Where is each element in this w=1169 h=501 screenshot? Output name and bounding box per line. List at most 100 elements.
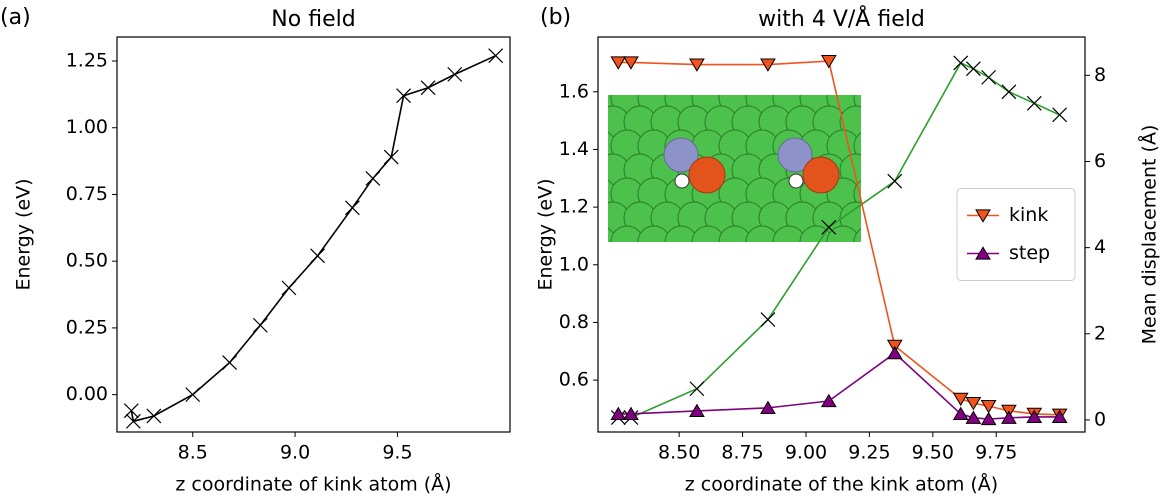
atom [867, 106, 899, 138]
marker [886, 345, 903, 360]
marker [125, 413, 141, 429]
atom [788, 173, 804, 189]
marker [887, 173, 903, 189]
y-tick-label: 1.25 [66, 50, 108, 72]
atom [745, 225, 779, 242]
legend-label: kink [1009, 204, 1048, 226]
legend-label: step [1009, 242, 1050, 264]
y-tick-label: 0.25 [66, 316, 108, 338]
marker [952, 392, 969, 407]
y-tick-label: 1.4 [559, 138, 589, 160]
marker [610, 406, 627, 421]
marker [1051, 409, 1068, 424]
marker [310, 248, 326, 264]
y2-tick-label: 0 [1094, 408, 1106, 430]
plot-frame [597, 36, 1086, 433]
atom [691, 225, 725, 242]
x-axis-label: z coordinate of kink atom (Å) [175, 473, 451, 496]
x-tick-label: 9.00 [785, 442, 827, 464]
marker [281, 280, 297, 296]
marker [1026, 95, 1042, 111]
atom [663, 137, 699, 173]
y-axis-label: Energy (eV) [535, 178, 557, 290]
chart-title: No field [271, 7, 355, 32]
marker [146, 408, 162, 424]
marker [623, 56, 639, 70]
y-tick-label: 1.0 [559, 253, 589, 275]
marker [689, 381, 705, 397]
marker [1001, 410, 1017, 424]
marker [689, 403, 705, 417]
marker [980, 400, 997, 414]
atom [610, 225, 644, 242]
atom [772, 225, 806, 242]
atom [853, 180, 861, 208]
atom [799, 225, 833, 242]
y2-tick-label: 8 [1094, 64, 1106, 86]
y-tick-label: 0.50 [66, 250, 108, 272]
series-line [618, 60, 1060, 416]
marker [980, 411, 997, 426]
series-line [130, 54, 497, 423]
atom [826, 225, 860, 242]
marker [623, 406, 639, 421]
y2-tick-label: 6 [1094, 150, 1106, 172]
x-tick-label: 9.0 [280, 442, 310, 464]
atom [853, 228, 861, 242]
inset-image [608, 95, 899, 242]
atom [802, 156, 840, 194]
atom [637, 225, 671, 242]
y-tick-label: 1.2 [559, 196, 589, 218]
y2-tick-label: 4 [1094, 236, 1106, 258]
marker [820, 55, 837, 69]
marker [760, 400, 776, 414]
legend-marker [975, 209, 991, 223]
x-tick-label: 8.50 [658, 442, 700, 464]
y-tick-label: 1.6 [559, 80, 589, 102]
marker [610, 56, 627, 70]
x-tick-label: 9.75 [975, 442, 1017, 464]
panel-label: (a) [0, 5, 31, 30]
inset-atoms [608, 95, 899, 242]
marker [252, 317, 268, 333]
y-tick-label: 0.8 [559, 311, 589, 333]
marker [689, 58, 705, 72]
marker [420, 80, 436, 96]
y-tick-label: 1.00 [66, 116, 108, 138]
y2-axis-label: Mean displacement (Å) [1138, 125, 1161, 345]
y-tick-label: 0.6 [559, 369, 589, 391]
marker [821, 219, 837, 235]
panel-label: (b) [540, 5, 571, 30]
atom [718, 225, 752, 242]
series-line [618, 61, 1060, 419]
marker [1001, 84, 1017, 100]
marker [760, 312, 776, 327]
atom [777, 137, 813, 173]
marker [820, 393, 837, 408]
y-tick-label: 0.00 [66, 383, 108, 405]
marker [1026, 409, 1043, 424]
x-tick-label: 8.75 [721, 442, 763, 464]
x-tick-label: 8.5 [178, 442, 208, 464]
marker [447, 66, 463, 82]
marker [965, 61, 981, 77]
marker [222, 355, 238, 371]
marker [344, 200, 360, 216]
legend-box [956, 188, 1076, 281]
marker [488, 48, 504, 64]
chart-title: with 4 V/Å field [758, 5, 925, 32]
atom [853, 132, 861, 160]
marker [383, 149, 399, 165]
marker [365, 171, 381, 186]
atom [867, 202, 899, 234]
marker [953, 55, 969, 71]
marker [965, 397, 982, 411]
x-tick-label: 9.5 [382, 442, 412, 464]
x-axis-label: z coordinate of the kink atom (Å) [685, 473, 998, 496]
x-tick-label: 9.25 [848, 442, 890, 464]
marker [396, 88, 411, 104]
atom [688, 156, 726, 194]
atom [664, 225, 698, 242]
marker [952, 406, 969, 421]
